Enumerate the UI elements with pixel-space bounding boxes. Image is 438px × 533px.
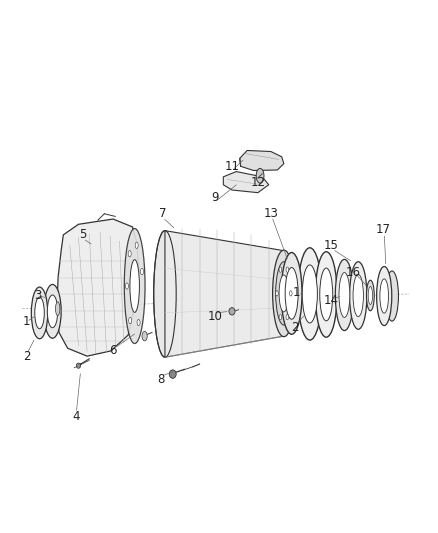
- Ellipse shape: [279, 275, 289, 312]
- Ellipse shape: [353, 274, 364, 317]
- Text: 14: 14: [324, 294, 339, 308]
- Ellipse shape: [385, 271, 399, 321]
- Ellipse shape: [279, 314, 282, 320]
- Ellipse shape: [129, 318, 132, 324]
- Ellipse shape: [367, 280, 374, 311]
- Text: 8: 8: [157, 374, 164, 386]
- Ellipse shape: [141, 269, 144, 274]
- Ellipse shape: [272, 250, 295, 337]
- Text: 13: 13: [263, 207, 278, 220]
- Text: 6: 6: [110, 344, 117, 358]
- Ellipse shape: [315, 252, 337, 337]
- Text: 17: 17: [376, 223, 391, 236]
- Text: 4: 4: [73, 410, 80, 423]
- Ellipse shape: [281, 253, 302, 334]
- Text: 11: 11: [224, 160, 240, 173]
- Ellipse shape: [130, 260, 139, 312]
- Ellipse shape: [137, 319, 140, 326]
- Polygon shape: [57, 219, 139, 356]
- Text: 2: 2: [291, 321, 298, 334]
- Text: 7: 7: [159, 207, 166, 220]
- Text: 15: 15: [324, 239, 339, 252]
- Ellipse shape: [32, 287, 48, 339]
- Ellipse shape: [44, 285, 61, 338]
- Text: 1: 1: [23, 316, 30, 328]
- Text: 5: 5: [79, 228, 86, 241]
- Ellipse shape: [285, 268, 298, 319]
- Polygon shape: [223, 172, 269, 192]
- Ellipse shape: [298, 248, 321, 340]
- Ellipse shape: [169, 370, 176, 378]
- Ellipse shape: [368, 287, 372, 304]
- Ellipse shape: [320, 268, 333, 321]
- Ellipse shape: [56, 302, 60, 316]
- Ellipse shape: [135, 242, 138, 248]
- Ellipse shape: [286, 314, 289, 320]
- Ellipse shape: [380, 279, 389, 313]
- Ellipse shape: [35, 297, 44, 329]
- Ellipse shape: [276, 291, 278, 296]
- Polygon shape: [240, 150, 284, 171]
- Ellipse shape: [124, 229, 145, 343]
- Text: 16: 16: [346, 266, 360, 279]
- Text: 9: 9: [211, 191, 219, 205]
- Ellipse shape: [276, 262, 292, 325]
- Polygon shape: [165, 231, 284, 357]
- Ellipse shape: [142, 332, 147, 341]
- Ellipse shape: [125, 283, 128, 289]
- Text: 2: 2: [23, 350, 30, 362]
- Ellipse shape: [302, 265, 318, 323]
- Ellipse shape: [350, 262, 367, 329]
- Ellipse shape: [286, 267, 289, 272]
- Ellipse shape: [290, 291, 292, 296]
- Ellipse shape: [336, 260, 353, 330]
- Text: 3: 3: [34, 289, 41, 302]
- Ellipse shape: [76, 363, 81, 368]
- Ellipse shape: [154, 231, 176, 357]
- Ellipse shape: [377, 266, 392, 326]
- Ellipse shape: [279, 267, 282, 272]
- Text: 10: 10: [207, 310, 222, 323]
- Text: 1: 1: [293, 286, 300, 300]
- Ellipse shape: [229, 308, 235, 315]
- Ellipse shape: [128, 251, 131, 257]
- Ellipse shape: [256, 168, 264, 183]
- Ellipse shape: [339, 272, 350, 317]
- Ellipse shape: [47, 295, 58, 328]
- Text: 12: 12: [251, 175, 265, 189]
